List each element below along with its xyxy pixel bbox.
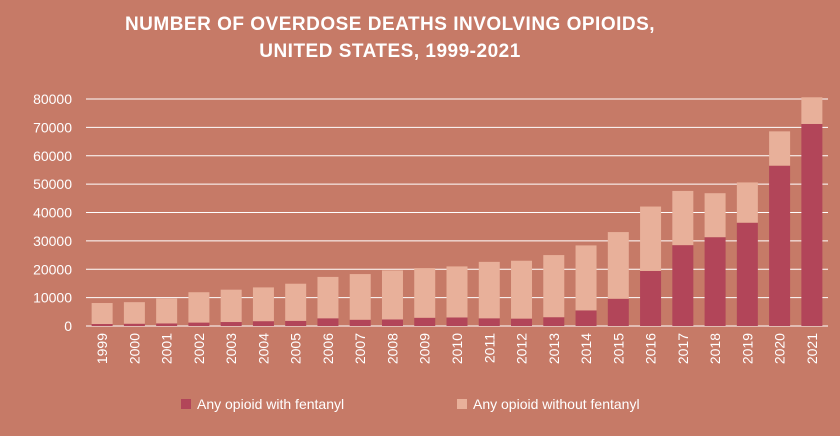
bar-without-fentanyl bbox=[769, 131, 791, 166]
bar-with-fentanyl bbox=[736, 222, 758, 326]
bar-with-fentanyl bbox=[543, 317, 565, 326]
x-tick-label: 2018 bbox=[707, 333, 723, 364]
bar-with-fentanyl bbox=[575, 310, 597, 326]
bar-without-fentanyl bbox=[317, 276, 339, 319]
bar-with-fentanyl bbox=[801, 123, 823, 326]
x-tick-label: 2008 bbox=[384, 333, 400, 364]
bar-without-fentanyl bbox=[736, 182, 758, 223]
legend-swatch-without-fentanyl bbox=[457, 399, 467, 409]
bar-with-fentanyl bbox=[252, 321, 274, 326]
x-tick-label: 2000 bbox=[126, 333, 142, 364]
bar-with-fentanyl bbox=[511, 318, 533, 326]
y-tick-label: 30000 bbox=[33, 233, 72, 249]
bar-with-fentanyl bbox=[123, 323, 145, 326]
y-tick-label: 80000 bbox=[33, 91, 72, 107]
x-tick-label: 2007 bbox=[352, 333, 368, 364]
bar-with-fentanyl bbox=[91, 324, 113, 326]
bar-with-fentanyl bbox=[478, 318, 500, 326]
y-tick-label: 10000 bbox=[33, 290, 72, 306]
x-tick-label: 2004 bbox=[255, 333, 271, 364]
y-tick-label: 20000 bbox=[33, 261, 72, 277]
bar-without-fentanyl bbox=[414, 268, 436, 318]
bar-with-fentanyl bbox=[640, 270, 662, 326]
bar-with-fentanyl bbox=[317, 318, 339, 326]
bar-with-fentanyl bbox=[607, 298, 629, 326]
legend-label-without-fentanyl: Any opioid without fentanyl bbox=[473, 396, 640, 412]
bar-with-fentanyl bbox=[672, 245, 694, 326]
bar-without-fentanyl bbox=[704, 193, 726, 238]
bar-with-fentanyl bbox=[414, 317, 436, 326]
bar-without-fentanyl bbox=[123, 302, 145, 324]
bar-without-fentanyl bbox=[511, 260, 533, 319]
bar-without-fentanyl bbox=[156, 298, 178, 324]
x-tick-label: 2005 bbox=[288, 333, 304, 364]
x-tick-label: 2015 bbox=[610, 333, 626, 364]
bar-without-fentanyl bbox=[607, 232, 629, 299]
x-tick-label: 2013 bbox=[546, 333, 562, 364]
bar-without-fentanyl bbox=[575, 245, 597, 311]
bar-without-fentanyl bbox=[188, 292, 210, 323]
bar-with-fentanyl bbox=[704, 237, 726, 326]
x-tick-label: 2016 bbox=[643, 333, 659, 364]
legend: Any opioid with fentanyl Any opioid with… bbox=[181, 396, 640, 412]
y-tick-label: 40000 bbox=[33, 205, 72, 221]
x-tick-label: 2002 bbox=[191, 333, 207, 364]
bar-without-fentanyl bbox=[252, 287, 274, 322]
bar-without-fentanyl bbox=[801, 97, 823, 124]
x-tick-label: 2017 bbox=[675, 333, 691, 364]
legend-swatch-with-fentanyl bbox=[181, 399, 191, 409]
bar-without-fentanyl bbox=[381, 270, 403, 320]
chart-title-line-2: UNITED STATES, 1999-2021 bbox=[259, 41, 521, 62]
x-tick-label: 2009 bbox=[417, 333, 433, 364]
bar-without-fentanyl bbox=[672, 190, 694, 246]
x-tick-label: 2019 bbox=[739, 333, 755, 364]
legend-label-with-fentanyl: Any opioid with fentanyl bbox=[197, 396, 344, 412]
bar-with-fentanyl bbox=[188, 322, 210, 326]
x-axis: 1999 2000 2001 2002 2003 2004 2005 2006 2007 2008… bbox=[94, 333, 820, 364]
y-axis: 0 10000 20000 30000 40000 50000 60000 70000 8000… bbox=[33, 91, 72, 334]
bar-with-fentanyl bbox=[381, 319, 403, 326]
bar-series bbox=[91, 97, 823, 326]
bar-without-fentanyl bbox=[478, 261, 500, 319]
bar-without-fentanyl bbox=[91, 303, 113, 325]
x-tick-label: 2021 bbox=[804, 333, 820, 364]
y-tick-label: 70000 bbox=[33, 119, 72, 135]
x-tick-label: 2020 bbox=[772, 333, 788, 364]
chart-title-line-1: NUMBER OF OVERDOSE DEATHS INVOLVING OPIO… bbox=[125, 14, 655, 35]
bar-without-fentanyl bbox=[446, 266, 468, 318]
bar-with-fentanyl bbox=[220, 322, 242, 326]
bar-without-fentanyl bbox=[640, 206, 662, 271]
bar-with-fentanyl bbox=[285, 320, 307, 326]
x-tick-label: 2001 bbox=[159, 333, 175, 364]
x-tick-label: 2010 bbox=[449, 333, 465, 364]
bar-without-fentanyl bbox=[349, 274, 371, 320]
y-tick-label: 60000 bbox=[33, 148, 72, 164]
bar-with-fentanyl bbox=[349, 319, 371, 326]
x-tick-label: 2006 bbox=[320, 333, 336, 364]
bar-without-fentanyl bbox=[220, 289, 242, 323]
y-tick-label: 0 bbox=[64, 318, 72, 334]
bar-without-fentanyl bbox=[285, 283, 307, 321]
bar-with-fentanyl bbox=[156, 323, 178, 326]
x-tick-label: 1999 bbox=[94, 333, 110, 364]
bar-with-fentanyl bbox=[446, 317, 468, 326]
bar-without-fentanyl bbox=[543, 255, 565, 318]
x-tick-label: 2014 bbox=[578, 333, 594, 364]
y-tick-label: 50000 bbox=[33, 176, 72, 192]
x-tick-label: 2011 bbox=[481, 333, 497, 363]
x-tick-label: 2012 bbox=[514, 333, 530, 364]
gridlines bbox=[86, 98, 828, 327]
bar-with-fentanyl bbox=[769, 165, 791, 326]
x-tick-label: 2003 bbox=[223, 333, 239, 364]
